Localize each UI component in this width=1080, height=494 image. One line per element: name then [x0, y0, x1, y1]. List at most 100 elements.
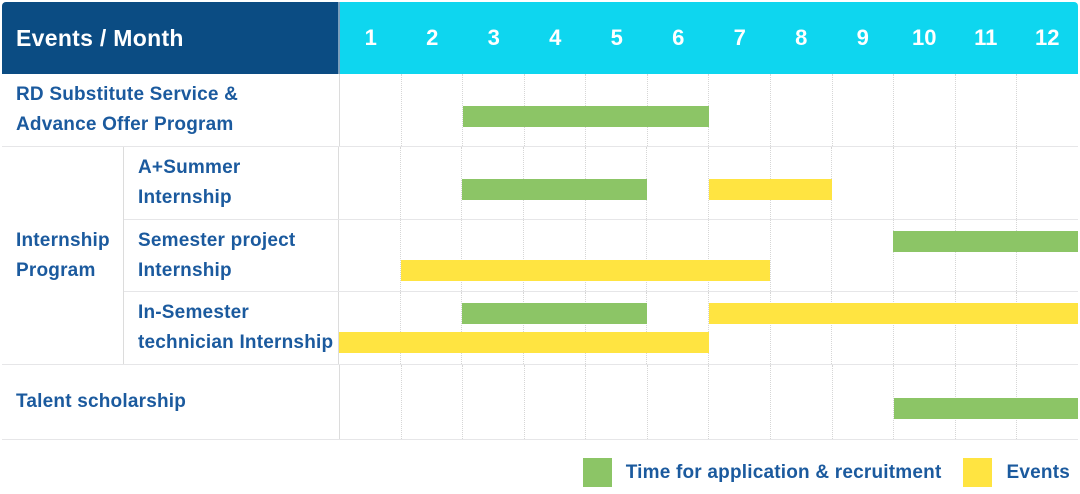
month-grid-cell: [769, 292, 832, 364]
bars-a-plus-summer: [339, 147, 1078, 219]
month-label-8: 8: [795, 25, 808, 50]
month-grid-cell: [831, 365, 894, 439]
table-header: Events / Month 1 2 3 4 5 6 7 8 9 10 11 12: [2, 2, 1078, 74]
legend-item-application: Time for application & recruitment: [582, 458, 942, 487]
row-label-semester-project: Semester project Internship: [124, 220, 339, 291]
yellow-swatch-icon: [963, 458, 993, 487]
month-grid-cell: [954, 292, 1017, 364]
legend-label-events: Events: [1006, 461, 1070, 483]
month-label-4: 4: [549, 25, 562, 50]
month-label-6: 6: [672, 25, 685, 50]
month-grid-cell: [769, 220, 832, 291]
gantt-bar-event: [708, 178, 832, 200]
row-label-rd-substitute: RD Substitute Service & Advance Offer Pr…: [2, 74, 340, 146]
month-grid-cell: [1016, 74, 1078, 146]
month-label-9: 9: [856, 25, 869, 50]
row-months-semester-project: [339, 220, 1078, 291]
row-months-a-plus-summer: [339, 147, 1078, 219]
row-rd-substitute: RD Substitute Service & Advance Offer Pr…: [2, 74, 1078, 147]
month-grid-cell: [462, 365, 524, 439]
bar-line: [340, 397, 1078, 419]
month-grid-cell: [770, 74, 832, 146]
month-grid-cell: [831, 147, 893, 219]
green-swatch-icon: [582, 458, 612, 487]
bars-semester-project: [339, 220, 1078, 291]
month-grid-cell: [1016, 220, 1078, 291]
row-label-talent-scholarship: Talent scholarship: [2, 365, 340, 439]
month-grid-cell: [1016, 147, 1078, 219]
month-grid-cell: [708, 292, 770, 364]
gantt-bar-event: [708, 303, 1078, 324]
row-semester-project: Semester project Internship: [124, 220, 1078, 292]
month-grid-cell: [400, 365, 463, 439]
bar-line: [339, 230, 1078, 252]
month-grid-cell: [893, 74, 955, 146]
month-grid-cell: [1016, 292, 1078, 364]
month-grid-cell: [523, 292, 585, 364]
month-label-2: 2: [426, 25, 439, 50]
month-label-1: 1: [364, 25, 377, 50]
group-internship-program: Internship Program A+Summer Internship S…: [2, 147, 1078, 365]
month-grid-cell: [461, 292, 523, 364]
schedule-table: Events / Month 1 2 3 4 5 6 7 8 9 10 11 12 RD Substi…: [2, 2, 1078, 440]
month-label-10: 10: [912, 25, 937, 50]
month-grid-cell: [646, 365, 709, 439]
group-subrows: A+Summer Internship Semester project Int…: [124, 147, 1078, 364]
row-talent-scholarship: Talent scholarship: [2, 365, 1078, 440]
month-label-5: 5: [610, 25, 623, 50]
month-grid-cell: [584, 220, 647, 291]
month-grid-cell: [893, 292, 955, 364]
bars-in-semester-technician: [339, 292, 1078, 364]
month-grid-cell: [523, 220, 585, 291]
month-grid-cell: [523, 365, 586, 439]
month-grid-cell: [770, 365, 832, 439]
bar-line: [339, 259, 1078, 281]
month-grid-cell: [954, 74, 1017, 146]
gantt-bar-application: [463, 105, 709, 127]
gantt-bar-application: [462, 178, 647, 200]
month-grid-cell: [399, 147, 462, 219]
gantt-bar-event: [400, 259, 771, 281]
month-grid-cell: [399, 220, 462, 291]
row-months-in-semester-technician: [339, 292, 1078, 364]
row-a-plus-summer: A+Summer Internship: [124, 147, 1078, 220]
month-grid-cell: [461, 147, 523, 219]
gantt-bar-application: [893, 230, 1078, 252]
month-header-strip: 1 2 3 4 5 6 7 8 9 10 11 12: [340, 2, 1078, 74]
month-grid-cell: [461, 220, 523, 291]
month-grid-cell: [584, 292, 647, 364]
row-label-in-semester-technician: In-Semester technician Internship: [124, 292, 339, 364]
bar-line: [339, 178, 1078, 200]
legend: Time for application & recruitment Event…: [582, 458, 1070, 487]
month-grid-cell: [646, 220, 708, 291]
month-grid-cell: [954, 147, 1017, 219]
month-grid-cell: [708, 365, 770, 439]
legend-label-application: Time for application & recruitment: [625, 461, 942, 483]
month-grid-cell: [462, 74, 524, 146]
month-grid-cell: [708, 220, 770, 291]
month-grid-cell: [831, 74, 894, 146]
header-title: Events / Month: [16, 24, 184, 51]
month-grid-cell: [646, 292, 708, 364]
month-grid: [339, 292, 1078, 364]
gantt-bar-event: [339, 332, 709, 353]
month-grid-cell: [831, 220, 893, 291]
month-grid-cell: [585, 365, 647, 439]
row-months-rd-substitute: [340, 74, 1078, 146]
bar-line: [339, 303, 1078, 324]
legend-item-events: Events: [963, 458, 1070, 487]
month-grid-cell: [400, 74, 463, 146]
group-label-internship-program: Internship Program: [2, 147, 124, 364]
bars-talent-scholarship: [340, 365, 1078, 439]
month-label-7: 7: [733, 25, 746, 50]
month-grid-cell: [893, 220, 955, 291]
header-events-month-cell: Events / Month: [2, 2, 338, 74]
bar-line: [340, 105, 1078, 127]
row-months-talent-scholarship: [340, 365, 1078, 439]
gantt-bar-application: [462, 303, 647, 324]
month-grid-cell: [399, 292, 462, 364]
gantt-bar-application: [893, 397, 1078, 419]
month-label-11: 11: [974, 25, 998, 50]
row-label-a-plus-summer: A+Summer Internship: [124, 147, 339, 219]
